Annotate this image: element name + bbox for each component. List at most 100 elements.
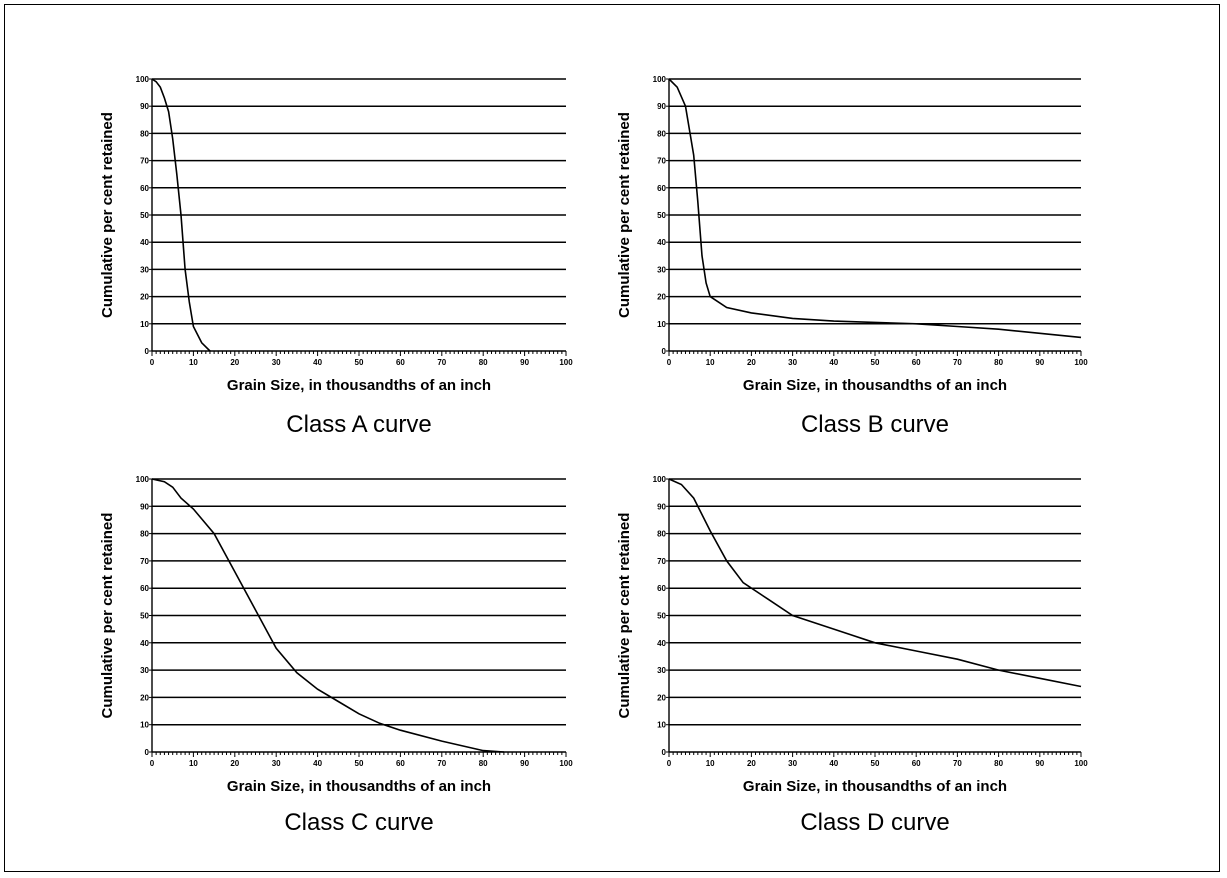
y-tick-label: 70: [140, 557, 149, 566]
y-tick-label: 10: [657, 320, 666, 329]
y-axis-title: Cumulative per cent retained: [99, 513, 116, 719]
chart-b: 0 10 20 30 40 50 60 70 80 90 100 0 10 20 30 40 50 60 70 80 9…: [616, 75, 1088, 438]
y-tick-label: 100: [653, 475, 667, 484]
y-tick-label: 10: [140, 721, 149, 730]
x-tick-label: 60: [912, 358, 921, 367]
y-tick-label: 100: [136, 475, 150, 484]
figure-frame: [4, 4, 1220, 872]
y-tick-label: 60: [140, 584, 149, 593]
y-axis-title: Cumulative per cent retained: [99, 112, 116, 318]
y-tick-label: 30: [140, 265, 149, 274]
y-tick-label: 10: [140, 320, 149, 329]
x-tick-label: 80: [479, 759, 488, 768]
x-tick-label: 0: [667, 358, 672, 367]
x-tick-label: 90: [1035, 358, 1044, 367]
x-tick-label: 60: [912, 759, 921, 768]
x-tick-label: 10: [706, 358, 715, 367]
y-tick-label: 50: [657, 612, 666, 621]
y-tick-label: 60: [657, 184, 666, 193]
x-tick-label: 40: [313, 358, 322, 367]
chart-caption: Class B curve: [801, 411, 949, 438]
y-tick-label: 20: [140, 293, 149, 302]
y-tick-label: 70: [657, 557, 666, 566]
x-tick-label: 80: [994, 759, 1003, 768]
y-tick-label: 0: [145, 748, 150, 757]
x-tick-label: 0: [667, 759, 672, 768]
y-tick-label: 0: [662, 347, 667, 356]
y-tick-label: 40: [140, 639, 149, 648]
y-tick-label: 10: [657, 721, 666, 730]
chart-caption: Class D curve: [800, 809, 949, 836]
x-tick-label: 90: [520, 759, 529, 768]
y-tick-label: 90: [140, 102, 149, 111]
x-tick-label: 100: [559, 358, 573, 367]
x-tick-label: 40: [829, 358, 838, 367]
y-tick-label: 0: [145, 347, 150, 356]
y-tick-label: 80: [657, 129, 666, 138]
y-tick-label: 80: [140, 530, 149, 539]
x-tick-label: 20: [747, 358, 756, 367]
x-tick-label: 70: [437, 358, 446, 367]
chart-a: 0 10 20 30 40 50 60 70 80 90 100 0 10 20 30 40 50 60 70 80 9…: [99, 75, 573, 438]
chart-c: 0 10 20 30 40 50 60 70 80 90 100 0 10 20 30 40 50 60 70 80 9…: [99, 475, 573, 836]
grading-curve: [151, 78, 211, 352]
y-tick-label: 80: [657, 530, 666, 539]
y-tick-label: 70: [657, 157, 666, 166]
x-tick-label: 60: [396, 358, 405, 367]
x-tick-label: 20: [747, 759, 756, 768]
x-tick-label: 30: [788, 759, 797, 768]
y-tick-label: 90: [140, 502, 149, 511]
y-tick-label: 80: [140, 129, 149, 138]
x-tick-label: 70: [953, 358, 962, 367]
x-tick-label: 50: [355, 358, 364, 367]
x-tick-label: 0: [150, 358, 155, 367]
y-tick-label: 100: [136, 75, 150, 84]
x-axis-title: Grain Size, in thousandths of an inch: [227, 377, 491, 394]
x-tick-label: 20: [230, 759, 239, 768]
y-tick-label: 20: [657, 293, 666, 302]
x-tick-label: 100: [1074, 358, 1088, 367]
y-tick-label: 50: [140, 211, 149, 220]
x-tick-label: 40: [829, 759, 838, 768]
y-tick-label: 30: [657, 265, 666, 274]
chart-caption: Class A curve: [286, 411, 431, 438]
x-tick-label: 10: [189, 759, 198, 768]
x-tick-label: 20: [230, 358, 239, 367]
x-tick-label: 60: [396, 759, 405, 768]
chart-caption: Class C curve: [284, 809, 433, 836]
y-tick-label: 40: [657, 639, 666, 648]
x-axis-title: Grain Size, in thousandths of an inch: [743, 778, 1007, 795]
y-tick-label: 30: [657, 666, 666, 675]
y-tick-label: 40: [140, 238, 149, 247]
y-tick-label: 60: [657, 584, 666, 593]
x-tick-label: 50: [355, 759, 364, 768]
x-tick-label: 50: [871, 358, 880, 367]
x-axis-title: Grain Size, in thousandths of an inch: [227, 778, 491, 795]
y-axis-title: Cumulative per cent retained: [616, 513, 633, 719]
grading-curve: [151, 478, 504, 753]
x-tick-label: 40: [313, 759, 322, 768]
y-tick-label: 90: [657, 102, 666, 111]
x-tick-label: 80: [479, 358, 488, 367]
chart-d: 0 10 20 30 40 50 60 70 80 90 100 0 10 20 30 40 50 60 70 80 9…: [616, 475, 1088, 836]
y-tick-label: 30: [140, 666, 149, 675]
y-tick-label: 20: [140, 693, 149, 702]
y-tick-label: 100: [653, 75, 667, 84]
x-tick-label: 10: [189, 358, 198, 367]
y-axis-title: Cumulative per cent retained: [616, 112, 633, 318]
x-axis-title: Grain Size, in thousandths of an inch: [743, 377, 1007, 394]
x-tick-label: 90: [520, 358, 529, 367]
x-tick-label: 30: [272, 358, 281, 367]
x-tick-label: 100: [1074, 759, 1088, 768]
grading-curve: [668, 78, 1082, 339]
y-tick-label: 0: [662, 748, 667, 757]
x-tick-label: 100: [559, 759, 573, 768]
y-tick-label: 70: [140, 157, 149, 166]
y-tick-label: 50: [657, 211, 666, 220]
y-tick-label: 40: [657, 238, 666, 247]
x-tick-label: 70: [953, 759, 962, 768]
x-tick-label: 70: [437, 759, 446, 768]
y-tick-label: 60: [140, 184, 149, 193]
x-tick-label: 30: [272, 759, 281, 768]
